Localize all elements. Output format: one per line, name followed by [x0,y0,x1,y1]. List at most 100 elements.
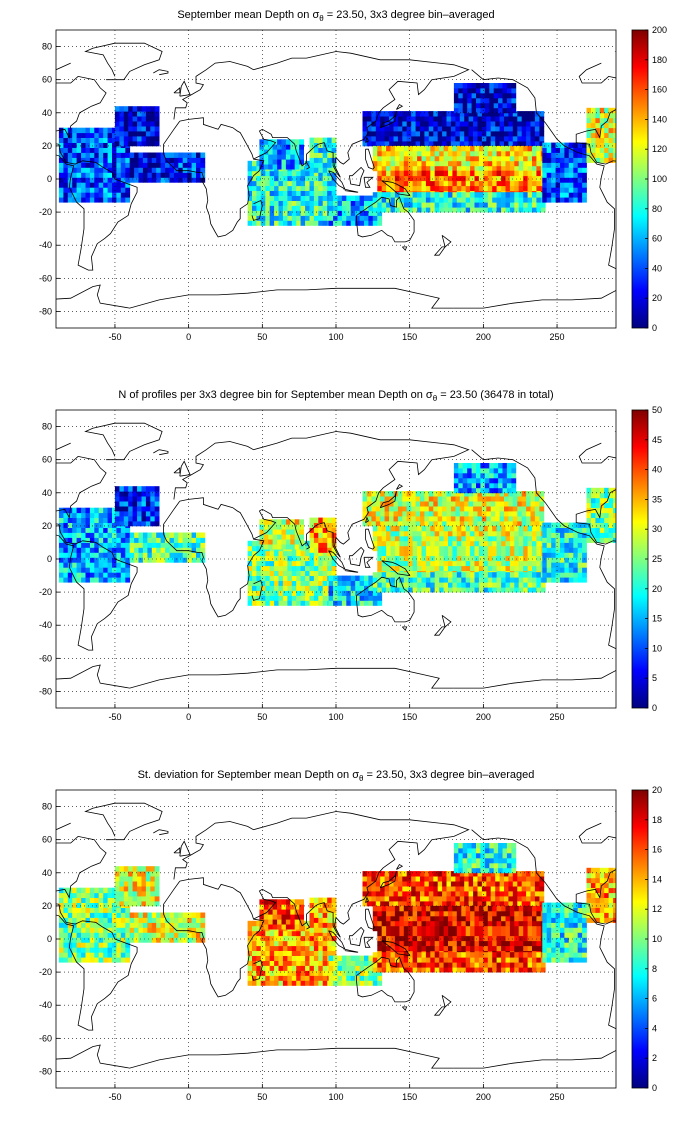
bin-cell [327,162,332,168]
bin-cell [462,92,468,99]
bin-cell [421,207,427,213]
bin-cell [471,477,477,484]
bin-cell [247,575,253,581]
bin-cell [526,491,531,497]
bin-cell [394,165,400,172]
bin-cell [318,170,324,177]
bin-cell [420,496,425,502]
bin-cell [269,965,275,971]
bin-cell [150,121,156,127]
bin-cell [546,557,552,563]
bin-cell [134,157,139,163]
bin-cell [147,172,153,178]
bin-cell [517,111,523,117]
bin-cell [154,876,160,882]
bin-cell [200,177,206,183]
bin-cell [473,501,478,507]
bin-cell [137,516,142,522]
bin-cell [372,587,378,593]
bin-cell [350,210,356,216]
bin-cell [546,177,552,183]
bin-cell [470,587,475,593]
bin-cell [76,527,82,533]
bin-cell [98,137,104,143]
bin-cell [493,487,499,494]
bin-cell [366,491,372,497]
bin-cell [568,522,574,528]
bin-cell [322,195,328,201]
bin-cell [98,577,104,583]
bin-cell [586,117,592,124]
bin-cell [412,202,418,208]
bin-cell [539,511,545,517]
bin-cell [63,517,69,523]
bin-cell [98,542,104,548]
bin-cell [530,116,536,122]
bin-cell [425,207,431,213]
bin-cell [443,192,449,198]
bin-cell [523,577,528,583]
bin-cell [484,92,490,99]
bin-cell [322,547,328,553]
bin-cell [196,152,201,158]
bin-cell [495,520,500,527]
bin-cell [477,496,483,502]
bin-cell [402,136,408,142]
bin-cell [474,202,480,208]
bin-cell [318,547,324,553]
bin-cell [384,501,390,507]
y-tick-label: 60 [42,75,52,85]
bin-cell [200,557,206,563]
bin-cell [542,192,548,198]
bin-cell [355,220,360,226]
bin-cell [120,172,126,178]
bin-cell [187,542,192,548]
bin-cell [496,582,502,588]
bin-cell [269,590,275,596]
bin-cell [390,582,396,588]
coastline [363,556,374,568]
bin-cell [481,140,487,147]
bin-cell [406,506,412,512]
bin-cell [265,210,271,216]
bin-cell [187,157,192,163]
bin-cell [461,545,467,552]
bin-cell [502,463,508,469]
bin-cell [546,537,552,543]
bin-cell [465,192,471,198]
bin-cell [539,121,545,127]
bin-cell [263,139,269,145]
bin-cell [359,205,365,211]
bin-cell [448,185,453,191]
bin-cell [364,590,369,596]
bin-cell [476,107,481,114]
bin-cell [281,914,287,920]
bin-cell [58,177,64,183]
bin-cell [371,126,377,132]
bin-cell [128,121,133,127]
bin-cell [505,160,511,167]
bin-cell [403,555,409,562]
bin-cell [481,516,487,522]
bin-cell [527,145,533,152]
bin-cell [256,935,262,942]
bin-cell [265,930,271,937]
title-subscript: θ [433,394,438,403]
bin-cell [434,555,440,562]
bin-cell [486,111,492,117]
bin-cell [582,552,587,558]
bin-cell [287,170,293,177]
bin-cell [474,545,480,552]
bin-cell [67,197,73,203]
bin-cell [103,157,108,163]
bin-cell [443,197,449,203]
bin-cell [492,207,497,213]
bin-cell [613,127,616,134]
bin-cell [420,131,425,137]
bin-cell [337,600,343,606]
bin-cell [496,530,502,537]
bin-cell [442,116,447,122]
bin-cell [366,501,372,507]
bin-cell [313,917,319,923]
bin-cell [527,572,533,578]
